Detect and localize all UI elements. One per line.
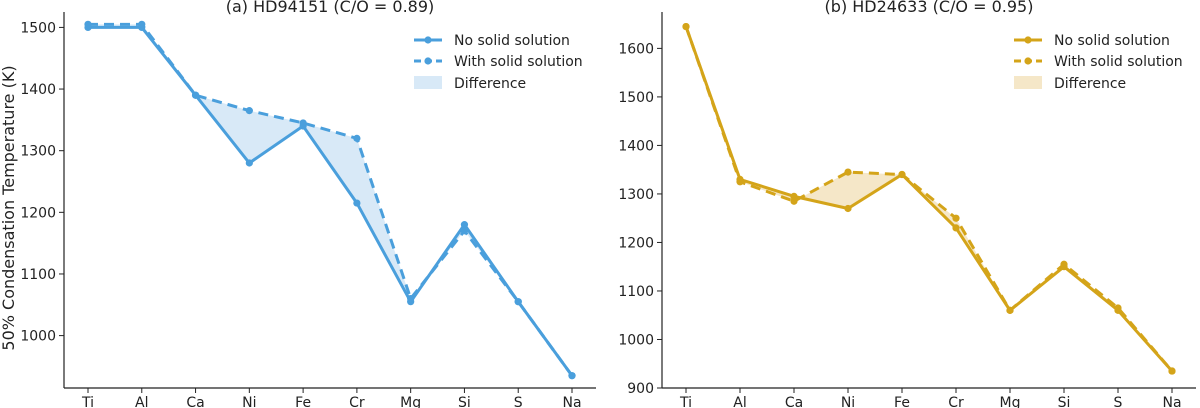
data-point-with-solid-solution — [736, 178, 744, 186]
data-point-no-solid-solution — [844, 204, 852, 213]
series-line-with-solid-solution — [684, 26, 1174, 372]
difference-area — [686, 26, 1172, 372]
y-tick-label: 1100 — [618, 284, 654, 300]
chart-title: (b) HD24633 (C/O = 0.95) — [825, 0, 1034, 16]
data-point-with-solid-solution — [1060, 260, 1068, 268]
x-tick-label: Ni — [242, 395, 256, 408]
x-tick-label: S — [514, 395, 523, 408]
x-tick-label: Al — [733, 395, 746, 408]
x-tick-label: Al — [135, 395, 148, 408]
series-line-with-solid-solution — [88, 22, 574, 377]
y-tick-label: 1500 — [20, 20, 56, 36]
y-tick-label: 1400 — [618, 138, 654, 154]
data-point-with-solid-solution — [790, 197, 798, 205]
data-point-with-solid-solution — [84, 20, 92, 28]
data-point-with-solid-solution — [407, 295, 415, 303]
x-tick-label: Cr — [948, 395, 964, 408]
x-tick-label: Ti — [81, 395, 94, 408]
data-point-with-solid-solution — [1006, 306, 1014, 314]
x-tick-label: Fe — [295, 395, 311, 408]
y-tick-label: 1100 — [20, 267, 56, 283]
x-tick-label: Ni — [841, 395, 855, 408]
chart-panel-a: (a) HD94151 (C/O = 0.89) 1000 1100 1200 1300… — [20, 0, 596, 408]
y-tick-label: 1400 — [20, 82, 56, 98]
y-axis-label: 50% Condensation Temperature (K) — [0, 65, 18, 350]
legend-label-with-solid: With solid solution — [1054, 54, 1183, 70]
legend-label-no-solid: No solid solution — [454, 33, 570, 49]
y-tick-label: 1000 — [20, 329, 56, 345]
data-point-no-solid-solution — [952, 224, 960, 232]
x-tick-label: Si — [1058, 395, 1071, 408]
data-point-with-solid-solution — [952, 214, 960, 222]
y-tick-label: 1300 — [20, 144, 56, 160]
chart-panel-b: (b) HD24633 (C/O = 0.95) 900 1000 1100 1200 1… — [618, 0, 1196, 408]
x-tick-label: Na — [1162, 395, 1181, 408]
data-point-with-solid-solution — [898, 170, 906, 179]
data-point-with-solid-solution — [844, 168, 852, 176]
x-tick-label: Ca — [186, 395, 204, 408]
data-point-no-solid-solution — [353, 199, 361, 207]
y-tick-label: 1300 — [618, 187, 654, 203]
legend-label-with-solid: With solid solution — [454, 54, 583, 70]
y-tick-label: 1500 — [618, 90, 654, 106]
legend-marker-no-solid — [424, 36, 432, 44]
data-point-with-solid-solution — [138, 20, 146, 28]
y-tick-label: 1200 — [20, 205, 56, 221]
x-tick-label: Na — [562, 395, 581, 408]
data-point-with-solid-solution — [1168, 367, 1176, 375]
series-line-no-solid-solution — [684, 26, 1174, 373]
x-tick-label: Ca — [785, 395, 803, 408]
x-tick-label: Cr — [349, 395, 365, 408]
data-point-with-solid-solution — [191, 91, 200, 99]
data-point-with-solid-solution — [568, 372, 576, 380]
legend-label-difference: Difference — [454, 76, 526, 92]
chart-title: (a) HD94151 (C/O = 0.89) — [226, 0, 435, 16]
y-tick-label: 900 — [627, 381, 654, 397]
y-tick-label: 1600 — [618, 41, 654, 57]
legend-marker-with-solid — [1024, 57, 1032, 65]
legend-swatch-difference — [1014, 76, 1042, 89]
legend-label-difference: Difference — [1054, 76, 1126, 92]
legend-label-no-solid: No solid solution — [1054, 33, 1170, 49]
legend-marker-no-solid — [1024, 36, 1032, 44]
x-tick-label: Mg — [1000, 395, 1021, 408]
data-point-with-solid-solution — [514, 298, 522, 306]
data-point-no-solid-solution — [245, 159, 253, 167]
data-point-no-solid-solution — [460, 221, 469, 229]
x-tick-label: Fe — [894, 395, 910, 408]
data-point-with-solid-solution — [353, 134, 361, 142]
legend-marker-with-solid — [424, 57, 432, 65]
data-point-with-solid-solution — [245, 107, 253, 115]
x-tick-label: Mg — [400, 395, 421, 408]
data-point-with-solid-solution — [1114, 304, 1122, 312]
x-tick-label: Si — [458, 395, 471, 408]
legend-swatch-difference — [414, 76, 442, 89]
data-point-with-solid-solution — [460, 227, 469, 235]
y-tick-label: 1200 — [618, 235, 654, 251]
y-tick-label: 1000 — [618, 332, 654, 348]
data-point-with-solid-solution — [682, 22, 690, 31]
data-point-with-solid-solution — [299, 119, 307, 127]
x-tick-label: Ti — [679, 395, 692, 408]
x-tick-label: S — [1114, 395, 1123, 408]
